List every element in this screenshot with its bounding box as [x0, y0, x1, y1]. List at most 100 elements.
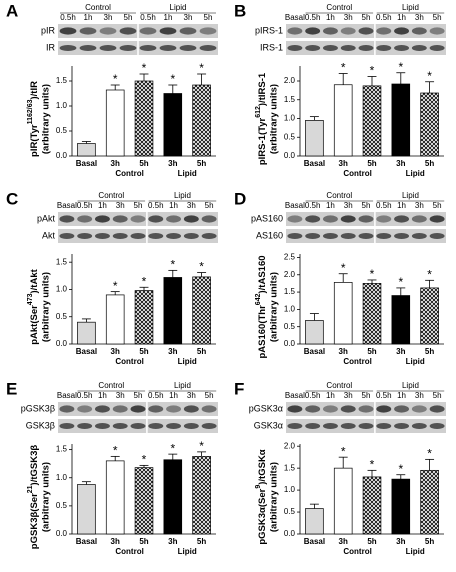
- blot-band: [305, 405, 321, 413]
- blot-band: [411, 45, 427, 51]
- y-axis-label: pGSK3α(Ser9)/tGSKα: [255, 449, 268, 544]
- blot-band: [201, 215, 217, 223]
- x-tick-label: 5h: [367, 347, 376, 356]
- bar: [77, 143, 96, 157]
- y-label-post: )/tIRS-1: [257, 72, 268, 106]
- significance-mark: *: [142, 274, 147, 288]
- blot-band: [99, 27, 117, 35]
- lane-label: 3h: [415, 391, 424, 400]
- blot-band: [287, 45, 303, 51]
- lane-label: 0.5h: [148, 201, 164, 210]
- panel-letter: B: [234, 1, 246, 20]
- blot-band: [322, 233, 338, 239]
- lane-label: 1h: [164, 13, 173, 22]
- significance-mark: *: [142, 453, 147, 467]
- lane-label: 5h: [433, 201, 442, 210]
- lane-label: 0.5h: [376, 13, 392, 22]
- lane-label: 1h: [397, 391, 406, 400]
- significance-mark: *: [370, 267, 375, 281]
- x-tick-label: Basal: [304, 159, 325, 168]
- bar: [134, 290, 154, 345]
- bar: [333, 467, 353, 535]
- y-tick-label: 0.0: [56, 529, 68, 538]
- significance-mark: *: [199, 260, 204, 274]
- blot-band: [183, 233, 199, 239]
- y-tick-label: 1.0: [56, 285, 68, 294]
- bar: [420, 469, 439, 535]
- y-axis-label-units: (arbitrary units): [269, 84, 280, 154]
- blot-band: [358, 27, 374, 35]
- blot-band: [287, 405, 303, 413]
- bar: [305, 320, 324, 345]
- lane-label: 3h: [116, 201, 125, 210]
- x-group-label: Lipid: [178, 547, 197, 556]
- lane-label: 0.5h: [305, 391, 321, 400]
- blot-band: [112, 423, 128, 429]
- y-tick-label: 0.0: [56, 339, 68, 348]
- x-tick-label: 3h: [168, 159, 177, 168]
- significance-mark: *: [370, 64, 375, 78]
- y-axis-label: pAS160(Thr642)/tAS160: [255, 255, 268, 358]
- lane-label: 5h: [362, 391, 371, 400]
- blot-band: [201, 405, 217, 413]
- y-tick-label: 1.5: [56, 76, 68, 85]
- blot-band: [77, 233, 93, 239]
- y-axis-label: pAkt(Ser473)/tAkt: [27, 268, 40, 344]
- blot-band: [376, 45, 392, 51]
- bar: [163, 277, 183, 345]
- significance-mark: *: [398, 60, 403, 74]
- y-tick-label: 2.0: [284, 441, 296, 450]
- bar: [305, 120, 324, 157]
- y-tick-label: 1.5: [284, 287, 296, 296]
- y-label-sup: 9: [255, 485, 262, 489]
- blot-band: [287, 27, 303, 35]
- x-group-label: Lipid: [406, 357, 425, 366]
- x-tick-label: 5h: [367, 159, 376, 168]
- significance-mark: *: [427, 447, 432, 461]
- bar: [333, 282, 353, 345]
- lane-label: 0.5h: [376, 391, 392, 400]
- blot-band: [322, 215, 338, 223]
- blot-band: [429, 215, 445, 223]
- blot-band: [358, 215, 374, 223]
- blot-row-label: pGSK3α: [249, 403, 283, 413]
- y-label-sup: 612: [255, 106, 262, 118]
- blot-band: [159, 27, 177, 35]
- blot-band: [130, 215, 146, 223]
- bar: [163, 459, 183, 535]
- y-axis-label-units: (arbitrary units): [41, 84, 52, 154]
- x-tick-label: 3h: [396, 347, 405, 356]
- blot-group-label: Lipid: [402, 381, 419, 390]
- y-label-pre: pGSK3α(Ser: [257, 488, 268, 544]
- x-tick-label: Basal: [76, 537, 97, 546]
- y-axis-label-units: (arbitrary units): [41, 462, 52, 532]
- blot-band: [112, 405, 128, 413]
- blot-band: [130, 423, 146, 429]
- y-tick-label: 1.0: [284, 114, 296, 123]
- x-group-label: Control: [343, 357, 371, 366]
- y-label-sup: 21: [27, 485, 34, 493]
- bar: [362, 476, 382, 535]
- bar: [105, 89, 125, 157]
- y-tick-label: 0.5: [284, 507, 296, 516]
- bar: [192, 276, 211, 345]
- significance-mark: *: [199, 439, 204, 453]
- blot-band: [411, 27, 427, 35]
- y-axis-label-units: (arbitrary units): [269, 272, 280, 342]
- blot-band: [287, 215, 303, 223]
- significance-mark: *: [341, 444, 346, 458]
- bar: [77, 484, 96, 535]
- blot-band: [287, 233, 303, 239]
- blot-group-label: Control: [326, 191, 352, 200]
- x-group-label: Control: [115, 547, 143, 556]
- bar: [333, 84, 353, 157]
- y-tick-label: 0.5: [56, 126, 68, 135]
- blot-band: [394, 215, 410, 223]
- x-tick-label: 3h: [111, 347, 120, 356]
- blot-band: [59, 215, 75, 223]
- panel-letter: F: [234, 379, 244, 398]
- blot-band: [148, 405, 164, 413]
- x-group-label: Lipid: [406, 547, 425, 556]
